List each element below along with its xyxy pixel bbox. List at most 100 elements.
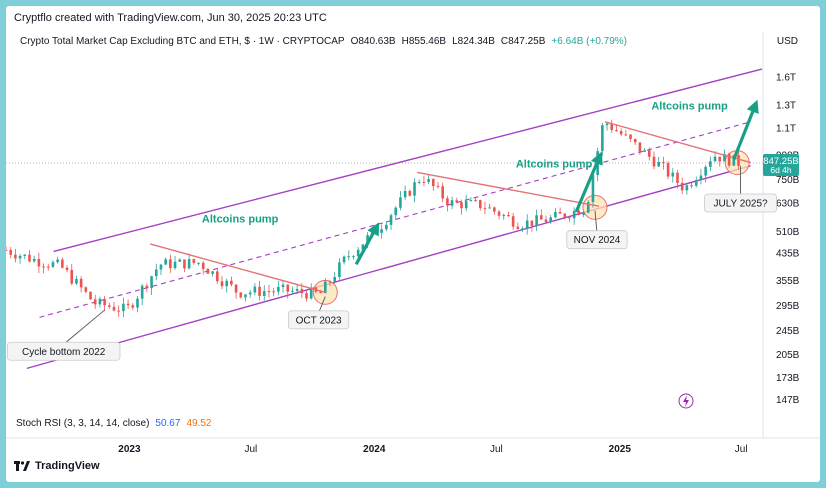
candle-body [610, 123, 614, 130]
currency-selector[interactable]: USD [776, 36, 798, 47]
candle-body [140, 285, 144, 299]
candle-body [131, 305, 135, 308]
candle-body [713, 156, 717, 162]
y-tick-label: 1.3T [776, 101, 796, 112]
candle-body [521, 228, 524, 230]
candle-body [737, 155, 740, 166]
candle-body [93, 299, 97, 305]
stoch-rsi-d: 49.52 [186, 418, 212, 429]
candle-body [352, 256, 355, 258]
x-tick-label: 2024 [363, 444, 386, 455]
stoch-rsi-name: Stoch RSI (3, 3, 14, 14, close) [16, 418, 150, 429]
callout-background [287, 310, 350, 330]
stoch-rsi-k: 50.67 [155, 418, 181, 429]
candle-body [568, 217, 571, 219]
candle-body [699, 175, 703, 181]
candle-body [497, 211, 501, 216]
candle-body [488, 207, 491, 209]
candle-body [493, 207, 496, 212]
candle-body [619, 131, 623, 135]
alert-lightning-icon [678, 393, 694, 409]
pump-annotation: Altcoins pump [651, 100, 728, 112]
candle-body [112, 306, 116, 311]
callout-box: Cycle bottom 2022 [6, 341, 121, 361]
candle-body [662, 162, 665, 164]
candle-body [403, 190, 407, 198]
candle-body [84, 287, 88, 292]
candle-body [145, 285, 149, 289]
candle-body [32, 258, 36, 262]
candle-body [75, 278, 78, 284]
candle-body [464, 201, 468, 209]
pump-annotation: Altcoins pump [516, 158, 593, 170]
candle-body [281, 284, 285, 287]
candle-body [154, 269, 158, 277]
candle-body [277, 286, 280, 292]
candle-body [295, 288, 299, 291]
candle-body [150, 276, 153, 289]
candle-body [432, 179, 435, 187]
price-tag-countdown: 6d 4h [770, 165, 792, 175]
candle-body [98, 298, 102, 305]
candle-body [380, 229, 383, 233]
candle-body [164, 259, 167, 265]
candle-body [108, 305, 111, 307]
channel-upper-line [53, 68, 763, 253]
tradingview-icon [14, 461, 30, 471]
candle-body [694, 180, 698, 186]
y-tick-label: 630B [776, 198, 800, 209]
candle-body [638, 142, 642, 152]
candle-body [474, 200, 477, 202]
candle-body [511, 216, 515, 227]
candle-body [79, 278, 83, 288]
candle-body [554, 212, 557, 218]
candle-body [61, 259, 64, 268]
candle-body [535, 215, 538, 226]
candle-body [206, 269, 210, 274]
candle-body [300, 288, 304, 294]
callout-label: JULY 2025? [713, 198, 768, 209]
candle-body [450, 200, 454, 206]
resistance-trendline [604, 121, 751, 164]
y-tick-label: 1.1T [776, 123, 796, 134]
candle-body [460, 202, 463, 209]
candle-body [103, 298, 106, 306]
candle-body [601, 125, 604, 152]
candle-body [37, 258, 41, 267]
candle-body [685, 185, 689, 191]
callout-label: OCT 2023 [296, 315, 342, 326]
candle-body [51, 262, 55, 267]
resistance-trendline [417, 171, 600, 207]
y-tick-label: 295B [776, 301, 800, 312]
candle-body [422, 181, 426, 183]
callout-pointer [63, 309, 105, 345]
candle-body [723, 153, 726, 162]
pump-arrow [354, 222, 380, 266]
candle-body [291, 290, 294, 292]
candle-body [666, 163, 670, 177]
candle-body [671, 172, 675, 177]
candle-body [178, 259, 182, 262]
resistance-trendline [150, 243, 326, 294]
candle-body [704, 166, 707, 176]
candle-body [234, 284, 238, 293]
y-tick-label: 355B [776, 276, 800, 287]
callout-pointer [318, 296, 326, 314]
highlight-circle [582, 194, 608, 220]
candle-body [305, 293, 308, 299]
price-chart[interactable]: 1.6T1.3T1.1T900B750B630B510B435B355B295B… [6, 6, 820, 482]
callout-background [704, 193, 777, 213]
channel-mid-line [39, 121, 751, 318]
candle-body [399, 197, 402, 208]
candle-body [727, 153, 731, 166]
candle-body [591, 175, 595, 203]
y-tick-label: 245B [776, 326, 800, 337]
ohlc-low: L824.34B [452, 36, 495, 47]
x-tick-label: Jul [735, 444, 748, 455]
callout-label: NOV 2024 [574, 235, 621, 246]
lightning-bolt [683, 395, 689, 407]
candle-body [540, 215, 543, 220]
candle-body [89, 291, 92, 300]
candle-body [615, 129, 618, 132]
